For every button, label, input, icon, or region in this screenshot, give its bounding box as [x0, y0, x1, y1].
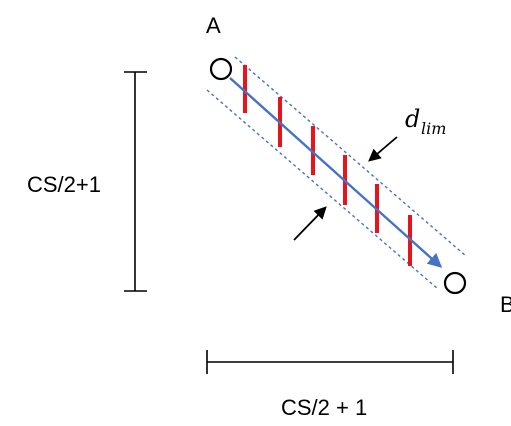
- vertical-dimension: [124, 71, 147, 292]
- start-point-circle-icon: [209, 57, 233, 81]
- dlim-subscript: lim: [421, 119, 446, 138]
- end-point-circle-icon: [443, 271, 467, 295]
- dlim-label: d lim: [405, 105, 446, 138]
- horizontal-dimension-label: CS/2 + 1: [281, 395, 367, 420]
- corridor-lower-boundary: [206, 89, 439, 290]
- path-arrow: [229, 77, 443, 268]
- tolerance-corridor: [206, 56, 467, 290]
- vertical-dimension-label: CS/2+1: [27, 172, 101, 197]
- upper-pointer-arrow-icon: [368, 136, 398, 162]
- dlim-main-symbol: d: [405, 105, 420, 133]
- horizontal-dimension: [206, 350, 454, 374]
- point-a-label: A: [206, 13, 221, 38]
- corridor-upper-boundary: [234, 56, 467, 257]
- lower-pointer-arrow-icon: [293, 206, 327, 241]
- point-b-label: B: [500, 292, 511, 317]
